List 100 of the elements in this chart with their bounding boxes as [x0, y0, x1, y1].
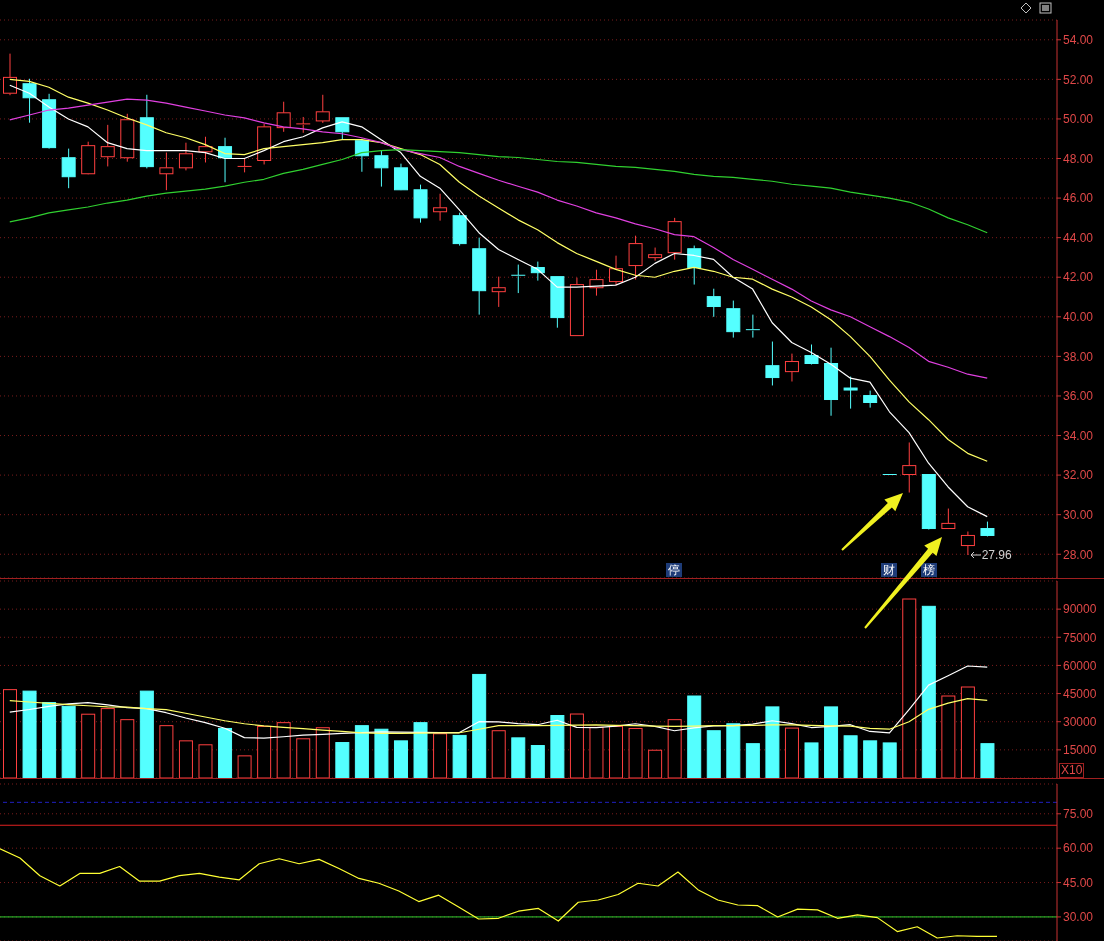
bar — [980, 743, 995, 778]
annotation: 榜 — [920, 563, 937, 577]
bar — [550, 715, 565, 778]
bar — [843, 735, 858, 778]
bar — [178, 740, 193, 778]
bar — [452, 734, 467, 778]
bar — [609, 725, 624, 778]
bar — [257, 725, 272, 778]
y-tick-label: 52.00 — [1063, 72, 1094, 87]
bar — [198, 744, 213, 778]
bar — [569, 713, 584, 778]
bar — [882, 742, 897, 778]
bar — [276, 722, 291, 778]
y-tick-label: 30.00 — [1063, 507, 1094, 522]
candlestick — [824, 347, 839, 417]
bar — [960, 686, 975, 778]
bar — [902, 598, 917, 778]
text: X10 — [1059, 763, 1085, 778]
bar — [237, 755, 252, 778]
bar — [589, 726, 604, 778]
candlestick — [784, 353, 799, 383]
y-tick-label: 34.00 — [1063, 428, 1094, 443]
y-tick-label: 36.00 — [1063, 389, 1094, 404]
candlestick — [178, 142, 193, 171]
candlestick — [159, 152, 174, 191]
bar — [472, 673, 487, 778]
y-tick-label: 60000 — [1063, 658, 1097, 673]
y-tick-label: 46.00 — [1063, 191, 1094, 206]
bar — [765, 706, 780, 778]
bar — [433, 733, 448, 778]
y-tick-label: 75000 — [1063, 630, 1097, 645]
y-tick-label: 75.00 — [1063, 807, 1094, 822]
bar — [530, 745, 545, 778]
y-tick-label: 50.00 — [1063, 112, 1094, 127]
candlestick — [257, 123, 272, 165]
bar — [863, 740, 878, 778]
y-tick-label: 30000 — [1063, 714, 1097, 729]
candlestick — [100, 124, 115, 167]
y-tick-label: 60.00 — [1063, 841, 1094, 856]
candlestick — [472, 237, 487, 316]
y-tick-label: 42.00 — [1063, 270, 1094, 285]
bar — [296, 738, 311, 778]
candlestick — [491, 276, 506, 308]
bar — [745, 743, 760, 778]
bar — [706, 730, 721, 778]
annotation: 停 — [666, 563, 683, 577]
candlestick — [745, 314, 761, 339]
y-tick-label: 30.00 — [1063, 910, 1094, 925]
bar — [139, 690, 154, 778]
bar — [413, 722, 428, 778]
y-tick-label: 32.00 — [1063, 468, 1094, 483]
line-series — [9, 698, 988, 734]
bar — [218, 727, 233, 778]
bar — [335, 742, 350, 778]
bar — [120, 719, 135, 778]
bar — [3, 689, 17, 778]
candlestick — [433, 193, 448, 222]
candlestick — [3, 53, 17, 96]
bar — [159, 725, 174, 778]
y-tick-label: 15000 — [1063, 743, 1097, 758]
candlestick — [648, 247, 663, 262]
candlestick — [276, 101, 291, 133]
bar — [81, 713, 96, 778]
bar — [784, 727, 799, 778]
bar — [61, 705, 76, 778]
bar — [374, 728, 389, 778]
bar — [491, 730, 506, 778]
y-tick-label: 54.00 — [1063, 33, 1094, 48]
bar — [393, 740, 408, 778]
bar — [687, 695, 702, 778]
bar — [100, 708, 115, 778]
candlestick — [42, 93, 57, 149]
candlestick — [902, 441, 917, 494]
bar — [22, 690, 37, 778]
y-tick-label: 48.00 — [1063, 151, 1094, 166]
bar — [315, 727, 330, 778]
y-tick-label: 45000 — [1063, 686, 1097, 701]
bar — [726, 723, 741, 778]
bar — [628, 727, 643, 778]
y-tick-label: 44.00 — [1063, 230, 1094, 245]
annotation: 27.96 — [981, 548, 1012, 563]
bar — [921, 605, 936, 778]
bar — [511, 737, 526, 778]
bar — [42, 702, 57, 778]
bar — [667, 719, 682, 778]
bar — [648, 749, 663, 778]
line-series — [9, 98, 988, 379]
y-tick-label: 40.00 — [1063, 310, 1094, 325]
y-tick-label: 28.00 — [1063, 547, 1094, 562]
annotation: 财 — [881, 563, 898, 577]
y-tick-label: 38.00 — [1063, 349, 1094, 364]
candlestick — [609, 255, 624, 286]
line-series — [0, 848, 998, 939]
bar — [824, 706, 839, 778]
y-tick-label: 45.00 — [1063, 875, 1094, 890]
bar — [941, 695, 956, 778]
bar — [354, 725, 369, 778]
y-tick-label: 90000 — [1063, 602, 1097, 617]
candlestick — [510, 264, 526, 294]
bar — [804, 742, 819, 778]
